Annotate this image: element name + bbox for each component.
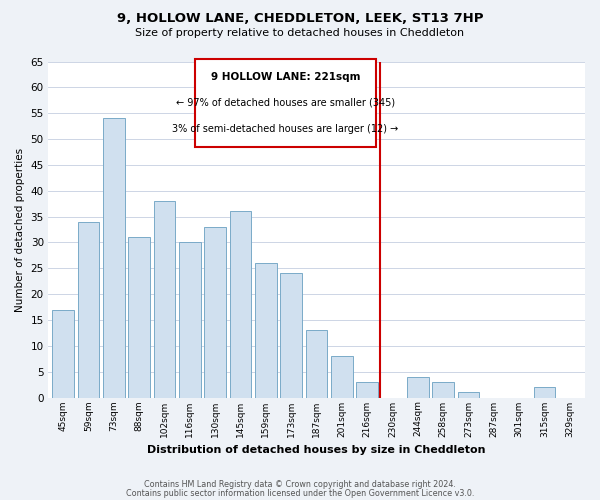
Text: ← 97% of detached houses are smaller (345): ← 97% of detached houses are smaller (34… (176, 98, 395, 108)
Bar (331, 356, 353, 398)
Bar (128, 238, 150, 398)
Bar (52, 310, 74, 398)
Text: 9 HOLLOW LANE: 221sqm: 9 HOLLOW LANE: 221sqm (211, 72, 360, 82)
Bar (433, 382, 454, 398)
Bar (179, 242, 200, 398)
Text: 3% of semi-detached houses are larger (12) →: 3% of semi-detached houses are larger (1… (172, 124, 398, 134)
Bar (407, 377, 428, 398)
Bar (78, 222, 99, 398)
FancyBboxPatch shape (195, 59, 376, 147)
Bar (230, 212, 251, 398)
Text: Contains HM Land Registry data © Crown copyright and database right 2024.: Contains HM Land Registry data © Crown c… (144, 480, 456, 489)
Bar (534, 387, 555, 398)
Y-axis label: Number of detached properties: Number of detached properties (15, 148, 25, 312)
Bar (154, 201, 175, 398)
Text: 9, HOLLOW LANE, CHEDDLETON, LEEK, ST13 7HP: 9, HOLLOW LANE, CHEDDLETON, LEEK, ST13 7… (117, 12, 483, 26)
Bar (458, 392, 479, 398)
Bar (103, 118, 125, 398)
Bar (356, 382, 378, 398)
Bar (255, 263, 277, 398)
Bar (205, 227, 226, 398)
Bar (280, 274, 302, 398)
Bar (306, 330, 327, 398)
Text: Size of property relative to detached houses in Cheddleton: Size of property relative to detached ho… (136, 28, 464, 38)
X-axis label: Distribution of detached houses by size in Cheddleton: Distribution of detached houses by size … (147, 445, 486, 455)
Text: Contains public sector information licensed under the Open Government Licence v3: Contains public sector information licen… (126, 488, 474, 498)
